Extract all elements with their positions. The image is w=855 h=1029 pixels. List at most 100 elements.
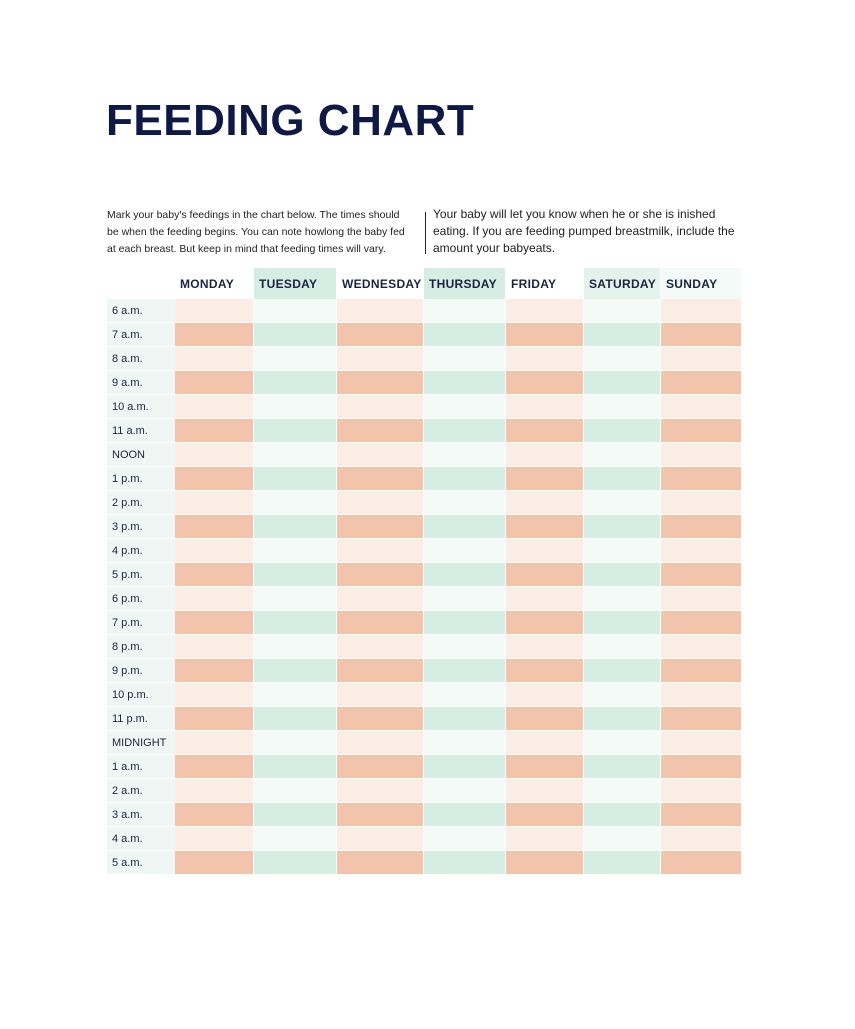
entry-cell[interactable] <box>175 683 253 706</box>
entry-cell[interactable] <box>254 827 336 850</box>
entry-cell[interactable] <box>584 707 660 730</box>
entry-cell[interactable] <box>584 611 660 634</box>
entry-cell[interactable] <box>661 563 741 586</box>
entry-cell[interactable] <box>337 683 423 706</box>
entry-cell[interactable] <box>661 707 741 730</box>
entry-cell[interactable] <box>506 443 583 466</box>
entry-cell[interactable] <box>337 347 423 370</box>
entry-cell[interactable] <box>424 323 505 346</box>
entry-cell[interactable] <box>254 803 336 826</box>
entry-cell[interactable] <box>254 707 336 730</box>
entry-cell[interactable] <box>175 395 253 418</box>
entry-cell[interactable] <box>584 587 660 610</box>
entry-cell[interactable] <box>254 347 336 370</box>
entry-cell[interactable] <box>584 803 660 826</box>
entry-cell[interactable] <box>584 779 660 802</box>
entry-cell[interactable] <box>175 779 253 802</box>
entry-cell[interactable] <box>337 467 423 490</box>
entry-cell[interactable] <box>424 827 505 850</box>
entry-cell[interactable] <box>506 635 583 658</box>
entry-cell[interactable] <box>175 803 253 826</box>
entry-cell[interactable] <box>661 851 741 874</box>
entry-cell[interactable] <box>584 827 660 850</box>
entry-cell[interactable] <box>661 443 741 466</box>
entry-cell[interactable] <box>506 611 583 634</box>
entry-cell[interactable] <box>506 563 583 586</box>
entry-cell[interactable] <box>254 419 336 442</box>
entry-cell[interactable] <box>506 323 583 346</box>
entry-cell[interactable] <box>337 443 423 466</box>
entry-cell[interactable] <box>337 323 423 346</box>
entry-cell[interactable] <box>254 563 336 586</box>
entry-cell[interactable] <box>254 659 336 682</box>
entry-cell[interactable] <box>424 443 505 466</box>
entry-cell[interactable] <box>424 611 505 634</box>
entry-cell[interactable] <box>337 587 423 610</box>
entry-cell[interactable] <box>661 299 741 322</box>
entry-cell[interactable] <box>175 515 253 538</box>
entry-cell[interactable] <box>661 515 741 538</box>
entry-cell[interactable] <box>175 371 253 394</box>
entry-cell[interactable] <box>337 563 423 586</box>
entry-cell[interactable] <box>506 371 583 394</box>
entry-cell[interactable] <box>584 443 660 466</box>
entry-cell[interactable] <box>424 539 505 562</box>
entry-cell[interactable] <box>506 395 583 418</box>
entry-cell[interactable] <box>661 371 741 394</box>
entry-cell[interactable] <box>584 395 660 418</box>
entry-cell[interactable] <box>584 419 660 442</box>
entry-cell[interactable] <box>424 467 505 490</box>
entry-cell[interactable] <box>175 659 253 682</box>
entry-cell[interactable] <box>506 467 583 490</box>
entry-cell[interactable] <box>337 779 423 802</box>
entry-cell[interactable] <box>661 731 741 754</box>
entry-cell[interactable] <box>584 323 660 346</box>
entry-cell[interactable] <box>424 683 505 706</box>
entry-cell[interactable] <box>506 851 583 874</box>
entry-cell[interactable] <box>175 299 253 322</box>
entry-cell[interactable] <box>424 299 505 322</box>
entry-cell[interactable] <box>337 419 423 442</box>
entry-cell[interactable] <box>661 587 741 610</box>
entry-cell[interactable] <box>661 539 741 562</box>
entry-cell[interactable] <box>254 683 336 706</box>
entry-cell[interactable] <box>175 443 253 466</box>
entry-cell[interactable] <box>584 635 660 658</box>
entry-cell[interactable] <box>254 371 336 394</box>
entry-cell[interactable] <box>337 707 423 730</box>
entry-cell[interactable] <box>661 395 741 418</box>
entry-cell[interactable] <box>175 707 253 730</box>
entry-cell[interactable] <box>337 299 423 322</box>
entry-cell[interactable] <box>175 827 253 850</box>
entry-cell[interactable] <box>254 515 336 538</box>
entry-cell[interactable] <box>424 395 505 418</box>
entry-cell[interactable] <box>584 491 660 514</box>
entry-cell[interactable] <box>254 299 336 322</box>
entry-cell[interactable] <box>661 347 741 370</box>
entry-cell[interactable] <box>254 755 336 778</box>
entry-cell[interactable] <box>506 755 583 778</box>
entry-cell[interactable] <box>254 323 336 346</box>
entry-cell[interactable] <box>506 587 583 610</box>
entry-cell[interactable] <box>254 443 336 466</box>
entry-cell[interactable] <box>175 347 253 370</box>
entry-cell[interactable] <box>337 371 423 394</box>
entry-cell[interactable] <box>175 467 253 490</box>
entry-cell[interactable] <box>337 539 423 562</box>
entry-cell[interactable] <box>254 539 336 562</box>
entry-cell[interactable] <box>424 779 505 802</box>
entry-cell[interactable] <box>254 467 336 490</box>
entry-cell[interactable] <box>424 515 505 538</box>
entry-cell[interactable] <box>584 563 660 586</box>
entry-cell[interactable] <box>661 467 741 490</box>
entry-cell[interactable] <box>584 659 660 682</box>
entry-cell[interactable] <box>424 755 505 778</box>
entry-cell[interactable] <box>424 731 505 754</box>
entry-cell[interactable] <box>175 539 253 562</box>
entry-cell[interactable] <box>175 635 253 658</box>
entry-cell[interactable] <box>506 491 583 514</box>
entry-cell[interactable] <box>506 347 583 370</box>
entry-cell[interactable] <box>584 467 660 490</box>
entry-cell[interactable] <box>584 371 660 394</box>
entry-cell[interactable] <box>424 635 505 658</box>
